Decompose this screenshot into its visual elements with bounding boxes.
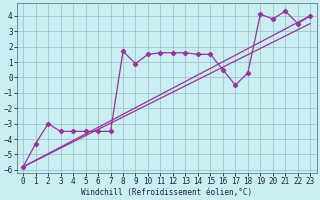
X-axis label: Windchill (Refroidissement éolien,°C): Windchill (Refroidissement éolien,°C) [81, 188, 252, 197]
